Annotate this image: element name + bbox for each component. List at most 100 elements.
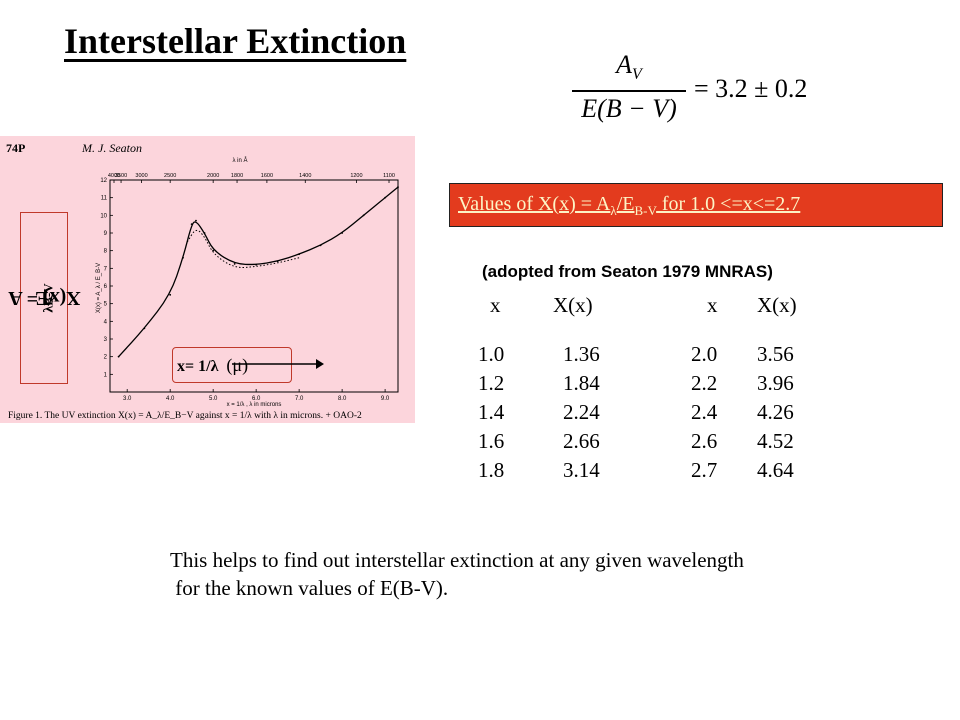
inner-y-label: X(x) = A_λ / E_B-V bbox=[96, 263, 102, 313]
top-tick-label: 1100 bbox=[383, 173, 395, 179]
x-axis-label-box: x= 1/λ (μ) bbox=[172, 347, 292, 383]
data-point bbox=[255, 263, 258, 266]
equation-rhs: = 3.2 ± 0.2 bbox=[694, 74, 808, 103]
x-value-cell: 2.7 bbox=[691, 458, 718, 482]
x-tick-label: 4.0 bbox=[166, 396, 175, 402]
source-note: (adopted from Seaton 1979 MNRAS) bbox=[482, 262, 773, 281]
x-value-cell: 1.8 bbox=[478, 458, 505, 482]
X-value-cell: 1.84 bbox=[563, 371, 600, 395]
equation-numerator: AV bbox=[616, 50, 642, 84]
data-point bbox=[298, 253, 301, 256]
top-tick-label: 1200 bbox=[350, 173, 362, 179]
x-axis-arrow bbox=[232, 359, 324, 369]
data-point bbox=[190, 223, 193, 226]
top-tick-label: 3000 bbox=[135, 173, 147, 179]
table-row: 1.6 2.66 2.6 4.52 bbox=[478, 427, 837, 456]
top-axis-label: λ in Å bbox=[232, 157, 247, 164]
data-point bbox=[203, 232, 206, 234]
data-point bbox=[276, 260, 279, 263]
x-value-cell: 1.4 bbox=[478, 400, 505, 424]
table-row: 1.4 2.24 2.4 4.26 bbox=[478, 398, 837, 427]
x-tick-labels: 3.0 4.0 5.0 6.0 7.0 8.0 9.0 bbox=[123, 389, 390, 402]
x-value-cell: 1.2 bbox=[478, 371, 505, 395]
y-tick-label: 10 bbox=[100, 213, 107, 219]
x-value-cell: 2.0 bbox=[691, 342, 718, 366]
series-layer bbox=[117, 186, 399, 358]
y-tick-label: 8 bbox=[104, 249, 108, 255]
data-point bbox=[384, 196, 387, 199]
fraction-bar bbox=[572, 90, 686, 92]
top-tick-label: 3500 bbox=[115, 173, 127, 179]
X-value-cell: 4.52 bbox=[757, 429, 794, 453]
X-value-cell: 4.64 bbox=[757, 458, 794, 482]
x-tick-label: 6.0 bbox=[252, 396, 261, 402]
extinction-values-table: x X(x) x X(x) 1.0 1.36 2.0 3.56 1.2 1.84 2.2 3.… bbox=[478, 290, 837, 485]
header-X-1: X(x) bbox=[553, 292, 593, 317]
series-line-1 bbox=[118, 186, 399, 358]
X-value-cell: 3.56 bbox=[757, 342, 794, 366]
x-tick-label: 8.0 bbox=[338, 396, 347, 402]
X-value-cell: 4.26 bbox=[757, 400, 794, 424]
y-tick-label: 11 bbox=[101, 196, 108, 202]
seaton-figure: 74P M. J. Seaton λ in Å 4000 3500 3000 2500… bbox=[0, 136, 415, 423]
x-value-cell: 1.6 bbox=[478, 429, 505, 453]
x-axis-unit: (μ) bbox=[226, 355, 249, 375]
data-point bbox=[341, 232, 344, 234]
data-point bbox=[319, 244, 322, 247]
table-row: 1.8 3.14 2.7 4.64 bbox=[478, 456, 837, 485]
figure-caption: Figure 1. The UV extinction X(x) = A_λ/E… bbox=[8, 410, 362, 421]
top-tick-label: 1600 bbox=[261, 173, 273, 179]
x-tick-label: 3.0 bbox=[123, 396, 132, 402]
y-tick-label: 3 bbox=[104, 337, 108, 343]
table-row: 1.0 1.36 2.0 3.56 bbox=[478, 340, 837, 369]
x-tick-label: 7.0 bbox=[295, 396, 304, 402]
data-point bbox=[195, 219, 197, 222]
figure-author: M. J. Seaton bbox=[81, 141, 142, 155]
inner-x-label: x = 1/λ , λ in microns bbox=[227, 402, 282, 408]
header-x-2: x bbox=[707, 292, 718, 317]
data-point bbox=[397, 186, 399, 188]
x-value-cell: 1.0 bbox=[478, 342, 505, 366]
note-line-1: This helps to find out interstellar exti… bbox=[170, 548, 744, 572]
y-tick-label: 7 bbox=[104, 266, 108, 272]
y-tick-label: 6 bbox=[104, 284, 108, 290]
data-point bbox=[169, 293, 172, 296]
equation-denominator: E(B − V) bbox=[581, 94, 677, 123]
y-tick-label: 5 bbox=[104, 302, 108, 308]
page-title: Interstellar Extinction bbox=[64, 21, 407, 61]
X-value-cell: 3.96 bbox=[757, 371, 794, 395]
explanatory-note: This helps to find out interstellar exti… bbox=[170, 546, 744, 602]
header-X-2: X(x) bbox=[757, 292, 797, 317]
top-tick-label: 4000 bbox=[108, 173, 120, 179]
x-axis-label: x= 1/λ bbox=[177, 358, 219, 375]
x-value-cell: 2.4 bbox=[691, 400, 718, 424]
X-value-cell: 2.24 bbox=[563, 400, 600, 424]
x-tick-label: 9.0 bbox=[381, 396, 390, 402]
table-header-row: x X(x) x X(x) bbox=[478, 290, 837, 320]
top-tick-label: 1400 bbox=[299, 173, 311, 179]
data-point bbox=[233, 263, 236, 265]
x-value-cell: 2.6 bbox=[691, 429, 718, 453]
figure-page-number: 74P bbox=[6, 141, 25, 155]
values-header-box: Values of X(x) = Aλ/EB-V for 1.0 <=x<=2.… bbox=[449, 183, 943, 227]
data-point bbox=[362, 214, 365, 217]
X-value-cell: 2.66 bbox=[563, 429, 600, 453]
y-tick-label: 9 bbox=[104, 231, 108, 237]
top-tick-label: 2000 bbox=[207, 173, 219, 179]
header-x-1: x bbox=[490, 292, 501, 317]
note-line-2: for the known values of E(B-V). bbox=[170, 576, 449, 600]
y-tick-label: 4 bbox=[104, 319, 108, 325]
table-row: 1.2 1.84 2.2 3.96 bbox=[478, 369, 837, 398]
X-value-cell: 1.36 bbox=[563, 342, 600, 366]
top-tick-label: 2500 bbox=[164, 173, 176, 179]
data-point bbox=[143, 327, 146, 330]
x-value-cell: 2.2 bbox=[691, 371, 718, 395]
y-tick-label: 2 bbox=[104, 355, 108, 361]
top-tick-label: 1800 bbox=[231, 173, 243, 179]
series-line-2 bbox=[186, 229, 300, 269]
